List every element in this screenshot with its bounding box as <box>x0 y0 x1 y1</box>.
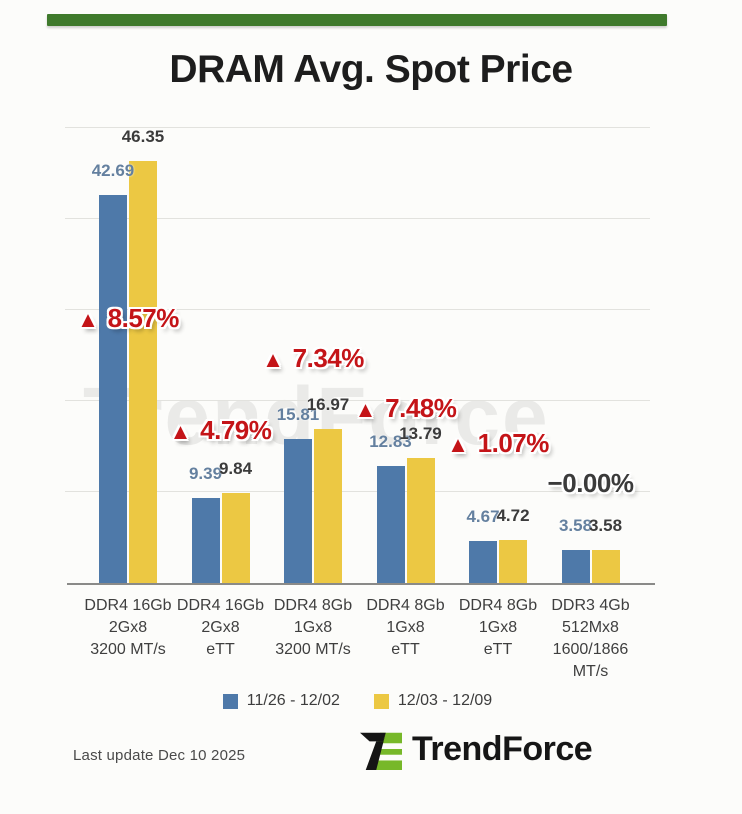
value-label: 46.35 <box>121 127 165 147</box>
x-axis-line <box>67 583 655 585</box>
value-label: 9.39 <box>188 463 223 483</box>
x-axis-category-label: DDR4 8Gb 1Gx8 3200 MT/s <box>253 595 373 661</box>
up-triangle-icon: ▲ <box>447 432 471 457</box>
value-label: 12.83 <box>369 432 412 452</box>
change-label: ▲ 8.57% <box>77 303 179 333</box>
trendforce-logo-icon <box>360 728 402 770</box>
value-label: 3.58 <box>588 516 623 536</box>
bar-period1 <box>99 194 127 583</box>
up-triangle-icon: ▲ <box>169 419 194 444</box>
x-axis-label-line: 1Gx8 <box>293 619 333 636</box>
x-axis-label-line: 1600/1866 <box>552 641 629 658</box>
x-axis-label-line: 1Gx8 <box>386 619 425 636</box>
value-label: 3.58 <box>558 516 593 536</box>
up-triangle-icon: ▲ <box>77 307 101 332</box>
gridline <box>65 218 650 219</box>
page-title: DRAM Avg. Spot Price <box>169 48 573 91</box>
bar-period1 <box>469 540 497 583</box>
gridline <box>65 127 650 128</box>
legend-item: 11/26 - 12/02 <box>222 692 340 710</box>
top-accent-bar <box>47 14 667 26</box>
x-axis-label-line: MT/s <box>572 663 609 680</box>
x-axis-category-label: DDR4 8Gb 1Gx8 eTT <box>438 595 558 661</box>
x-axis-label-line: 1Gx8 <box>478 619 518 636</box>
x-axis-label-line: eTT <box>206 641 235 658</box>
value-label: 4.67 <box>466 506 500 526</box>
bar-period2 <box>221 493 250 583</box>
change-label: ▲ 7.48% <box>354 393 457 423</box>
change-label: −0.00% <box>547 468 634 498</box>
x-axis-label-line: DDR4 8Gb <box>458 597 538 614</box>
bar-period2 <box>499 540 527 583</box>
legend: 11/26 - 12/02 12/03 - 12/09 <box>65 692 650 710</box>
value-label: 4.72 <box>496 506 530 526</box>
x-axis-category-label: DDR4 16Gb 2Gx8 3200 MT/s <box>68 595 188 661</box>
brand-logo: TrendForce <box>360 728 593 770</box>
bar-period2 <box>406 457 435 583</box>
legend-label: 12/03 - 12/09 <box>397 692 493 709</box>
value-label: 9.84 <box>218 459 253 479</box>
x-axis-label-line: DDR4 8Gb <box>366 597 445 614</box>
value-label: 42.69 <box>91 160 135 180</box>
bar-period1 <box>191 497 220 583</box>
x-axis-label-line: 2Gx8 <box>201 619 240 636</box>
x-axis-label-line: 3200 MT/s <box>90 641 166 658</box>
value-label: 13.79 <box>399 423 442 443</box>
chart-plot: TrendForce 42.69 46.35 ▲ 8.57% DDR4 16Gb 2Gx… <box>65 127 655 680</box>
bar-period2 <box>129 161 157 583</box>
bar-period1 <box>284 439 312 583</box>
x-axis-label-line: DDR4 16Gb <box>176 597 265 614</box>
value-label: 15.81 <box>276 405 320 425</box>
legend-swatch-icon <box>222 693 238 709</box>
bar-period1 <box>561 550 590 583</box>
bar-period2 <box>314 428 342 583</box>
change-label: ▲ 4.79% <box>169 415 272 445</box>
up-triangle-icon: ▲ <box>262 347 286 372</box>
value-label: 16.97 <box>306 394 350 414</box>
x-axis-label-line: 2Gx8 <box>108 619 148 636</box>
gridline <box>65 491 650 492</box>
up-triangle-icon: ▲ <box>354 397 379 422</box>
bar-period2 <box>591 550 620 583</box>
legend-item: 12/03 - 12/09 <box>373 692 493 710</box>
x-axis-label-line: eTT <box>391 641 420 658</box>
legend-label: 11/26 - 12/02 <box>246 692 340 709</box>
x-axis-label-line: 3200 MT/s <box>275 641 351 658</box>
x-axis-label-line: DDR3 4Gb <box>551 597 630 614</box>
x-axis-label-line: DDR4 16Gb <box>84 597 172 614</box>
x-axis-label-line: eTT <box>483 641 513 658</box>
legend-swatch-icon <box>373 693 389 709</box>
brand-wordmark: TrendForce <box>412 729 593 768</box>
last-update-text: Last update Dec 10 2025 <box>73 747 246 764</box>
bar-period1 <box>376 466 405 583</box>
change-label: ▲ 7.34% <box>262 343 364 373</box>
x-axis-category-label: DDR4 8Gb 1Gx8 eTT <box>346 595 466 661</box>
x-axis-category-label: DDR4 16Gb 2Gx8 eTT <box>161 595 281 661</box>
gridline <box>65 400 650 401</box>
x-axis-label-line: DDR4 8Gb <box>273 597 353 614</box>
gridline <box>65 309 650 310</box>
x-axis-category-label: DDR3 4Gb 512Mx8 1600/1866 MT/s <box>531 595 651 683</box>
change-label: ▲ 1.07% <box>447 428 549 458</box>
x-axis-label-line: 512Mx8 <box>562 619 619 636</box>
